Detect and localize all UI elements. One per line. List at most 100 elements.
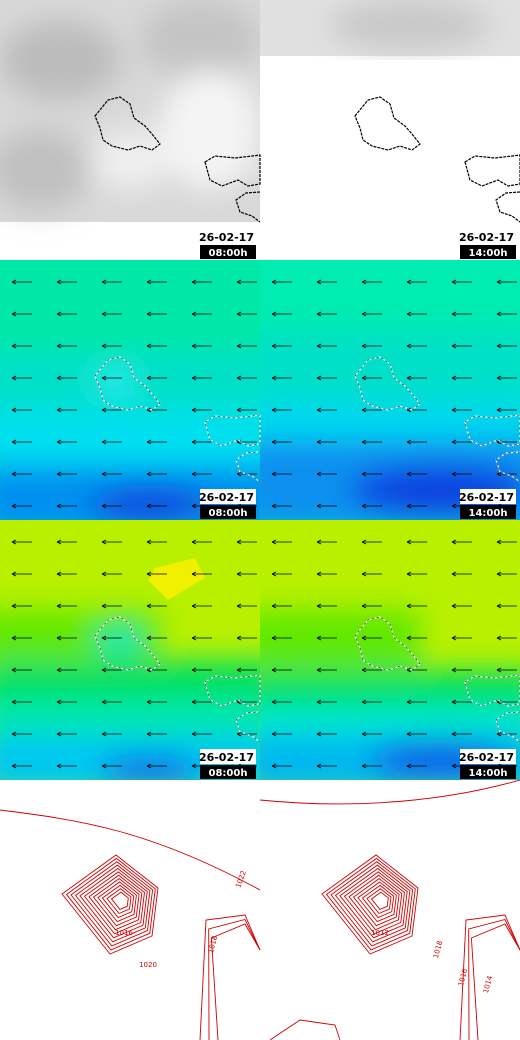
wind-arrow — [496, 603, 517, 609]
contour-label: 1016 — [115, 929, 133, 937]
date: 26-02-17 — [459, 231, 514, 244]
wind-arrow — [146, 343, 167, 349]
wind-arrow — [406, 699, 427, 705]
wind-arrow — [191, 571, 212, 577]
wind-arrow — [146, 635, 167, 641]
wind-arrow — [451, 471, 472, 477]
wind-arrow — [56, 763, 77, 769]
wind-arrow — [496, 571, 517, 577]
wind-arrow — [361, 571, 382, 577]
date: 26-02-17 — [199, 751, 254, 764]
wind-arrow — [101, 571, 122, 577]
wind-arrow — [271, 603, 292, 609]
wind-arrow — [361, 731, 382, 737]
wind-arrow — [236, 635, 257, 641]
wind-arrow — [56, 731, 77, 737]
wind-arrow — [361, 439, 382, 445]
wind-arrow — [191, 375, 212, 381]
wind-arrow — [56, 667, 77, 673]
wind-arrow — [361, 503, 382, 509]
wind-arrow — [11, 763, 32, 769]
wind-arrow — [271, 375, 292, 381]
wind-arrow — [361, 343, 382, 349]
wind-arrow — [146, 375, 167, 381]
wind-arrow — [316, 503, 337, 509]
wind-arrow — [11, 311, 32, 317]
wind-arrow — [451, 311, 472, 317]
cloud-panel — [0, 0, 260, 260]
pressure-background — [0, 780, 520, 1040]
wind-arrow — [316, 471, 337, 477]
wind-arrow — [451, 603, 472, 609]
wind-arrow — [361, 407, 382, 413]
isobar — [334, 864, 411, 943]
wind-arrow — [101, 539, 122, 545]
isobar — [330, 861, 414, 947]
isobar — [97, 881, 137, 923]
wind-arrow — [146, 699, 167, 705]
contour-label: 1012 — [371, 929, 389, 937]
isobar — [70, 861, 154, 947]
wind-arrow — [101, 343, 122, 349]
wind-arrow — [236, 407, 257, 413]
wind-arrow — [236, 311, 257, 317]
wind-arrow — [496, 635, 517, 641]
wind-arrow — [361, 375, 382, 381]
wind-arrow — [406, 503, 427, 509]
wind-arrow — [236, 375, 257, 381]
wind-arrow — [316, 667, 337, 673]
wind-arrow — [11, 699, 32, 705]
isobar — [208, 918, 261, 1040]
wind-arrow — [316, 635, 337, 641]
wind-arrow — [406, 763, 427, 769]
wind-arrow — [361, 763, 382, 769]
wind-arrow — [451, 539, 472, 545]
wind-arrow — [451, 731, 472, 737]
wind-arrow — [451, 279, 472, 285]
date: 26-02-17 — [199, 491, 254, 504]
wind-arrow — [406, 343, 427, 349]
wind-arrow — [406, 571, 427, 577]
wind-arrow — [11, 571, 32, 577]
wind-arrow — [56, 311, 77, 317]
isobar — [101, 884, 135, 919]
wind-arrow — [236, 539, 257, 545]
wind-arrow — [191, 731, 212, 737]
time-box — [460, 765, 516, 779]
wind-arrow — [236, 571, 257, 577]
wind-arrow — [101, 407, 122, 413]
wind-arrow — [101, 635, 122, 641]
wind-arrow — [316, 375, 337, 381]
wind-arrow — [191, 279, 212, 285]
wind-arrow — [316, 603, 337, 609]
wind-arrow — [146, 539, 167, 545]
wind-arrow — [406, 539, 427, 545]
wind-arrow — [236, 667, 257, 673]
time: 08:00h — [209, 248, 248, 259]
wind-arrow — [271, 571, 292, 577]
wind-arrow — [236, 343, 257, 349]
wind-arrow — [56, 635, 77, 641]
wind-arrow — [56, 503, 77, 509]
isobar — [321, 854, 419, 955]
date-box — [200, 229, 256, 244]
wind-arrow — [496, 375, 517, 381]
wind-arrow — [146, 571, 167, 577]
wind-arrow — [56, 603, 77, 609]
isobar — [61, 854, 159, 955]
isobar — [74, 864, 151, 943]
isobar — [106, 888, 132, 915]
isobar — [459, 914, 520, 1040]
wind-arrow — [146, 311, 167, 317]
wind-arrow — [496, 407, 517, 413]
isobar — [339, 867, 408, 939]
wind-arrow — [56, 407, 77, 413]
wind-arrows — [11, 539, 257, 769]
timestamp: 26-02-17 08:00h — [199, 489, 256, 519]
isobar — [361, 884, 395, 919]
wind-arrow — [271, 667, 292, 673]
wind-arrow — [101, 763, 122, 769]
date-box — [200, 749, 256, 764]
time: 14:00h — [469, 248, 508, 259]
